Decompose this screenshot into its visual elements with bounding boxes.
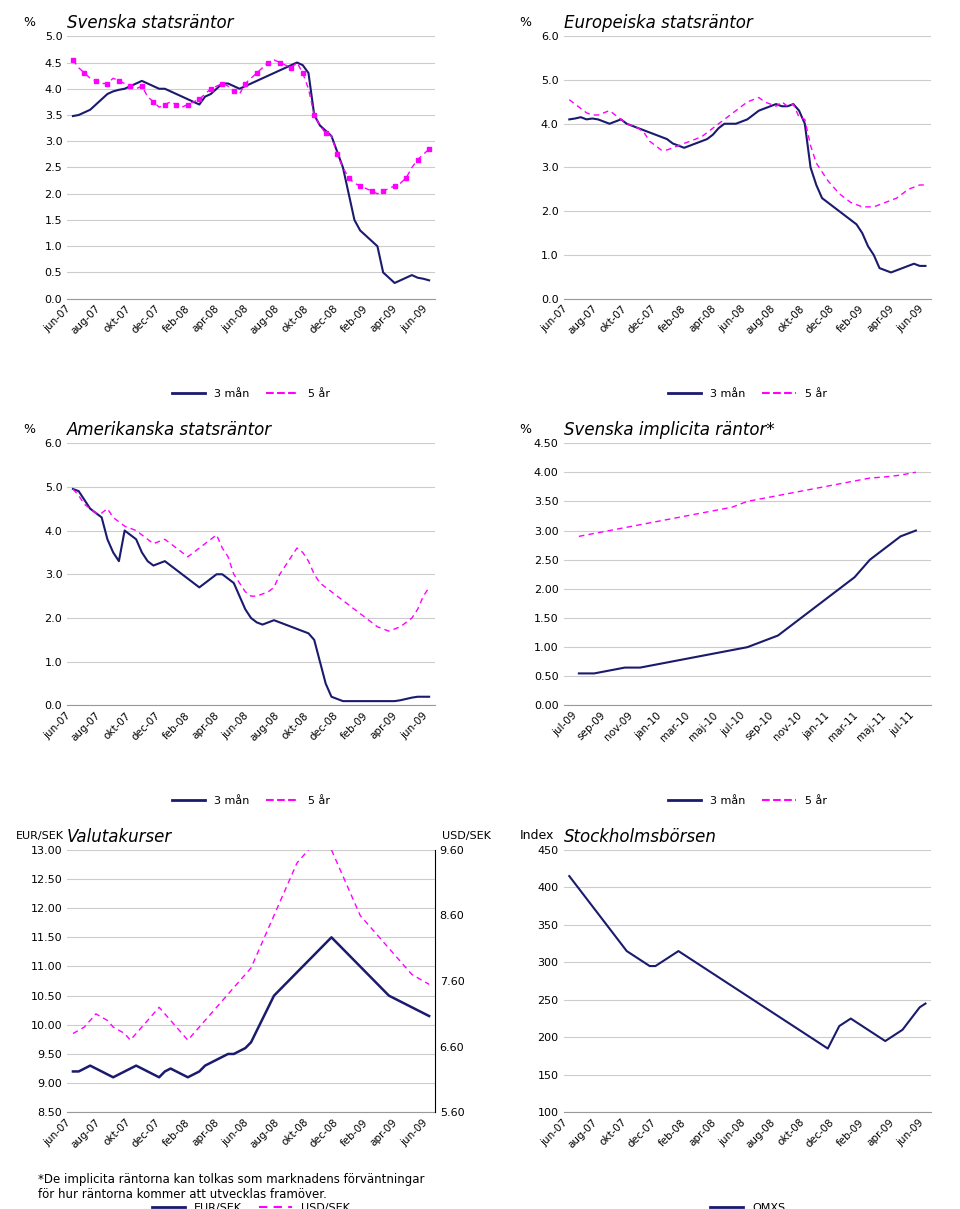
Legend: 3 mån, 5 år: 3 mån, 5 år	[663, 791, 831, 810]
Text: %: %	[23, 16, 36, 29]
Legend: 3 mån, 5 år: 3 mån, 5 år	[663, 384, 831, 404]
Legend: EUR/SEK, USD/SEK: EUR/SEK, USD/SEK	[148, 1198, 354, 1209]
Text: %: %	[23, 423, 36, 435]
Text: Svenska statsräntor: Svenska statsräntor	[67, 15, 233, 31]
Text: Amerikanska statsräntor: Amerikanska statsräntor	[67, 421, 273, 439]
Text: Svenska implicita räntor*: Svenska implicita räntor*	[564, 421, 775, 439]
Text: Valutakurser: Valutakurser	[67, 827, 173, 845]
Legend: 3 mån, 5 år: 3 mån, 5 år	[167, 791, 335, 810]
Legend: 3 mån, 5 år: 3 mån, 5 år	[167, 384, 335, 404]
Text: Europeiska statsräntor: Europeiska statsräntor	[564, 15, 753, 31]
Text: Index: Index	[519, 829, 554, 843]
Text: EUR/SEK: EUR/SEK	[15, 832, 63, 841]
Text: USD/SEK: USD/SEK	[443, 832, 492, 841]
Text: %: %	[519, 16, 532, 29]
Text: %: %	[519, 423, 532, 435]
Legend: OMXS: OMXS	[706, 1198, 789, 1209]
Text: *De implicita räntorna kan tolkas som marknadens förväntningar
för hur räntorna : *De implicita räntorna kan tolkas som ma…	[38, 1173, 425, 1201]
Text: Stockholmsbörsen: Stockholmsbörsen	[564, 827, 716, 845]
